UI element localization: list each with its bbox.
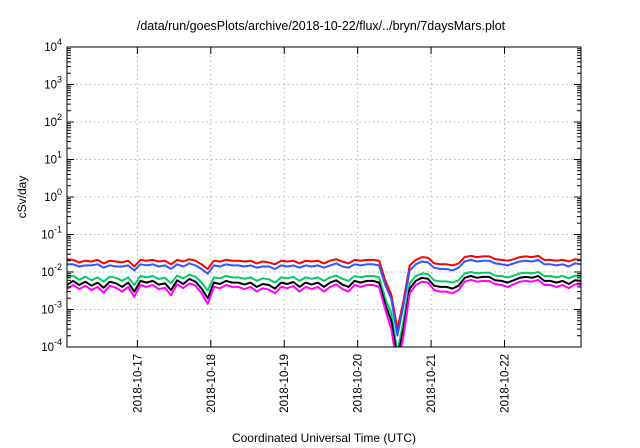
y-tick-label: 101 bbox=[44, 150, 62, 167]
x-tick-label: 2018-10-22 bbox=[500, 354, 512, 413]
x-tick-label: 2018-10-20 bbox=[353, 354, 365, 413]
series-line bbox=[67, 254, 581, 331]
axis-ticks bbox=[67, 46, 581, 348]
x-tick-label: 2018-10-18 bbox=[206, 354, 218, 413]
y-tick-exponent: -1 bbox=[54, 225, 62, 235]
series-line bbox=[67, 278, 581, 347]
y-tick-label: 104 bbox=[44, 37, 62, 54]
y-tick-label: 10-2 bbox=[41, 262, 62, 279]
y-tick-base: 10 bbox=[41, 342, 54, 354]
y-tick-base: 10 bbox=[44, 42, 57, 54]
y-tick-label: 100 bbox=[44, 187, 62, 204]
y-tick-label: 10-3 bbox=[41, 300, 62, 317]
y-tick-base: 10 bbox=[41, 230, 54, 242]
y-tick-label: 10-1 bbox=[41, 225, 62, 242]
chart-title: /data/run/goesPlots/archive/2018-10-22/f… bbox=[137, 19, 506, 33]
series-line bbox=[67, 258, 581, 337]
y-tick-base: 10 bbox=[44, 80, 57, 92]
series-line bbox=[67, 275, 581, 347]
y-tick-exponent: -4 bbox=[54, 337, 62, 347]
y-tick-base: 10 bbox=[44, 155, 57, 167]
y-tick-base: 10 bbox=[41, 305, 54, 317]
series-layer bbox=[67, 254, 581, 347]
y-tick-label: 10-4 bbox=[41, 337, 62, 354]
y-tick-exponent: 1 bbox=[57, 150, 62, 160]
x-tick-label: 2018-10-19 bbox=[279, 354, 291, 413]
y-tick-exponent: 2 bbox=[57, 112, 62, 122]
y-axis-label: cSv/day bbox=[15, 176, 29, 219]
y-tick-exponent: -3 bbox=[54, 300, 62, 310]
y-tick-base: 10 bbox=[44, 117, 57, 129]
y-tick-exponent: 3 bbox=[57, 75, 62, 85]
y-tick-label: 102 bbox=[44, 112, 62, 129]
x-tick-label: 2018-10-17 bbox=[132, 354, 144, 413]
x-tick-label: 2018-10-21 bbox=[426, 354, 438, 413]
series-line bbox=[67, 271, 581, 347]
y-tick-base: 10 bbox=[41, 267, 54, 279]
grid bbox=[67, 47, 581, 347]
y-tick-base: 10 bbox=[44, 192, 57, 204]
y-tick-exponent: 0 bbox=[57, 187, 62, 197]
y-tick-exponent: -2 bbox=[54, 262, 62, 272]
x-axis-label: Coordinated Universal Time (UTC) bbox=[232, 431, 416, 445]
x-axis-tick-labels: 2018-10-17 2018-10-18 2018-10-19 2018-10-20… bbox=[132, 354, 511, 413]
y-tick-exponent: 4 bbox=[57, 37, 62, 47]
y-tick-label: 103 bbox=[44, 75, 62, 92]
